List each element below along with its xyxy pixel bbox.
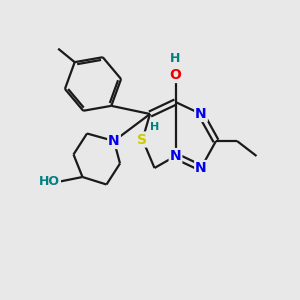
Text: H: H [150, 122, 159, 132]
Text: O: O [169, 68, 181, 82]
Text: N: N [195, 107, 207, 121]
Text: N: N [195, 161, 207, 175]
Text: S: S [137, 133, 148, 146]
Text: N: N [108, 134, 120, 148]
Text: H: H [170, 52, 181, 65]
Text: HO: HO [39, 175, 60, 188]
Text: N: N [170, 149, 181, 163]
